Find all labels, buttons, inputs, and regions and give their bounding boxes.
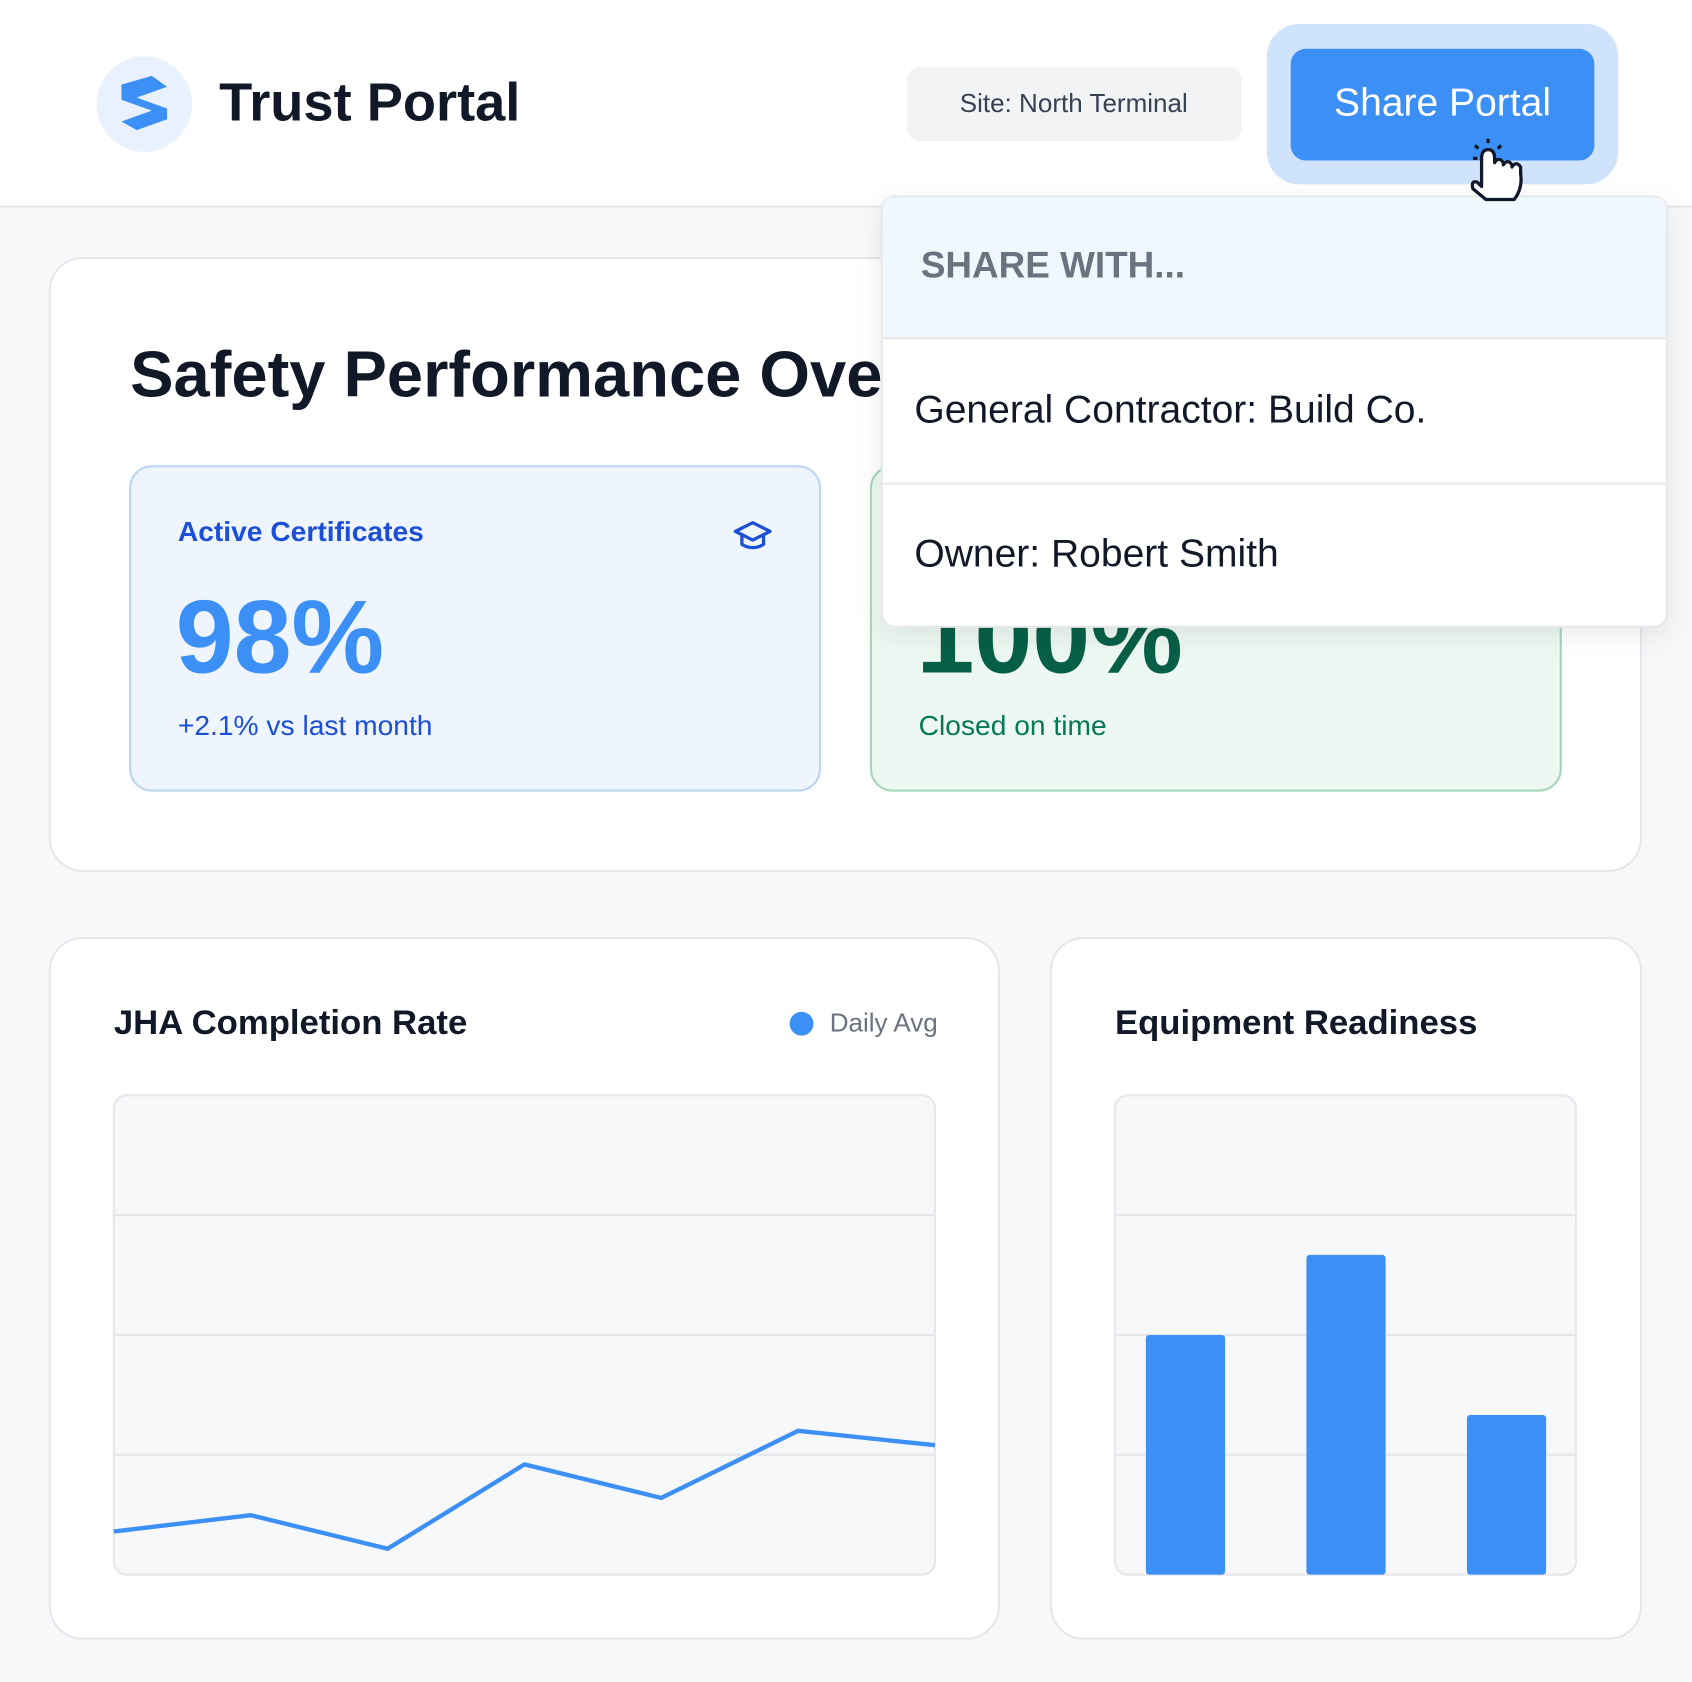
- site-label: Site: North Terminal: [960, 88, 1188, 118]
- cap-icon: [733, 521, 772, 550]
- logo: [121, 75, 168, 131]
- menu-option-label: Owner: Robert Smith: [914, 533, 1278, 576]
- stat-value: 98%: [176, 580, 384, 696]
- chart-title: JHA Completion Rate: [114, 1004, 467, 1042]
- share-button-label: Share Portal: [1334, 82, 1551, 125]
- stat-note: +2.1% vs last month: [178, 709, 433, 741]
- bar: [1306, 1254, 1386, 1575]
- legend-label: Daily Avg: [830, 1008, 938, 1038]
- bar: [1145, 1334, 1226, 1575]
- share-button[interactable]: [1290, 48, 1595, 161]
- menu-heading: SHARE WITH...: [921, 245, 1185, 286]
- stat-card: [129, 465, 822, 792]
- menu-header: [882, 197, 1666, 339]
- cursor: [1470, 138, 1523, 202]
- menu-option-label: General Contractor: Build Co.: [914, 388, 1426, 431]
- charts: JHA Completion Rate Daily Avg Equipment Re…: [112, 1004, 1578, 1576]
- chart-title: Equipment Readiness: [1115, 1004, 1477, 1042]
- legend-dot: [789, 1011, 814, 1036]
- site-pill[interactable]: [906, 67, 1242, 141]
- bar: [1466, 1415, 1547, 1575]
- line: [113, 1428, 936, 1551]
- stat-label: Active Certificates: [178, 515, 424, 547]
- app-title: Trust Portal: [219, 73, 520, 133]
- stat-note: Closed on time: [919, 709, 1107, 741]
